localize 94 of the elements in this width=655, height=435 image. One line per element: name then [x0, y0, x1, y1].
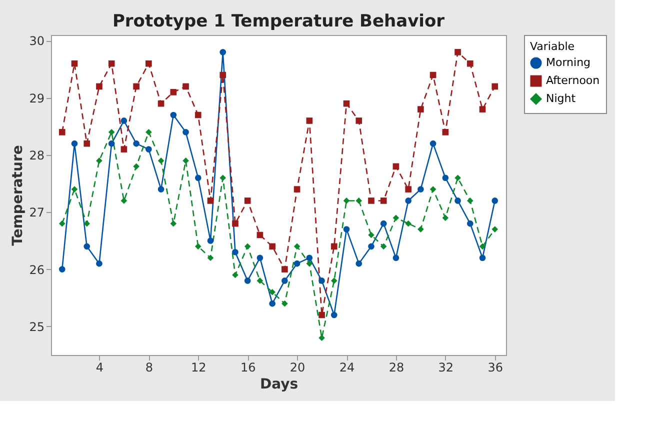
point [120, 146, 128, 152]
point [282, 300, 288, 307]
point [84, 220, 90, 227]
x-tick-label: 36 [488, 360, 504, 374]
point [232, 220, 238, 227]
point [442, 214, 449, 222]
point [269, 288, 276, 296]
point [380, 198, 387, 204]
point [343, 100, 350, 107]
y-tick-label: 25 [29, 320, 44, 334]
point [479, 106, 486, 112]
point [220, 174, 226, 182]
point [207, 254, 214, 262]
point [133, 83, 140, 90]
point [58, 220, 66, 227]
point [207, 198, 214, 204]
point [58, 128, 66, 136]
point [96, 83, 102, 90]
point [330, 278, 338, 284]
point [368, 232, 374, 238]
legend-label: Night [546, 92, 576, 105]
chart-title: Prototype 1 Temperature Behavior [112, 12, 446, 32]
point [146, 128, 152, 136]
point [158, 100, 164, 107]
point [466, 198, 474, 204]
x-tick-label: 32 [438, 360, 454, 374]
point [194, 112, 202, 118]
point [454, 174, 461, 182]
x-tick-label: 16 [240, 360, 256, 374]
point [418, 106, 424, 112]
x-tick-label: 4 [96, 360, 104, 374]
y-tick-label: 30 [29, 34, 44, 48]
point [120, 198, 128, 204]
legend-title: Variable [530, 40, 575, 53]
point [282, 266, 288, 272]
point [306, 118, 313, 124]
point [108, 60, 115, 67]
point [146, 60, 152, 67]
point [182, 83, 189, 90]
point [133, 163, 140, 170]
point [454, 48, 461, 56]
point [492, 83, 498, 90]
point [442, 128, 449, 136]
y-tick-label: 26 [29, 262, 44, 277]
point [269, 243, 276, 250]
point [294, 243, 300, 250]
point [392, 214, 400, 222]
x-tick-label: 28 [388, 360, 404, 374]
point [356, 118, 362, 124]
y-axis-title: Temperature [10, 145, 26, 246]
point [108, 128, 115, 136]
point [96, 158, 102, 164]
x-axis-title: Days [260, 376, 298, 392]
point [71, 186, 78, 192]
point [405, 220, 412, 227]
point [405, 186, 412, 192]
point [220, 72, 226, 78]
point [418, 226, 424, 232]
x-tick-label: 20 [290, 360, 306, 374]
point [392, 163, 400, 170]
point [343, 198, 350, 204]
x-tick-label: 12 [190, 360, 206, 374]
y-tick-label: 27 [29, 206, 44, 220]
point [256, 232, 264, 238]
point [430, 186, 436, 192]
legend-label: Afternoon [546, 74, 600, 87]
legend-label: Morning [546, 56, 591, 69]
point [318, 312, 325, 318]
point [318, 334, 325, 342]
point [430, 72, 436, 78]
point [232, 272, 238, 278]
point [170, 88, 177, 96]
point [368, 198, 374, 204]
point [244, 243, 251, 250]
point [244, 198, 251, 204]
point [71, 60, 78, 67]
point [194, 243, 202, 250]
point [356, 198, 362, 204]
point [182, 158, 189, 164]
point [84, 140, 90, 147]
point [479, 243, 486, 250]
point [256, 278, 264, 284]
x-tick-label: 24 [339, 360, 355, 374]
point [330, 243, 338, 250]
point [294, 186, 300, 192]
y-tick-label: 29 [29, 91, 44, 106]
point [158, 158, 164, 164]
point [170, 220, 177, 227]
point [306, 260, 313, 267]
point [492, 226, 498, 232]
point [380, 243, 387, 250]
point [466, 60, 474, 67]
y-tick-label: 28 [29, 148, 44, 162]
x-tick-label: 8 [145, 360, 153, 374]
